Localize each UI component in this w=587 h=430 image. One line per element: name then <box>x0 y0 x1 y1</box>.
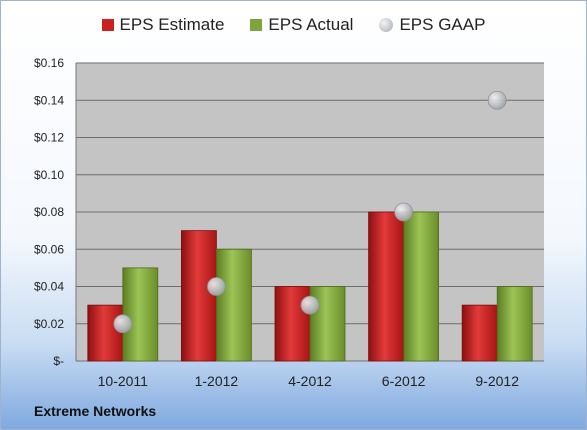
legend-swatch-actual <box>250 19 263 31</box>
legend-swatch-estimate <box>101 19 114 31</box>
legend: EPS Estimate EPS Actual EPS GAAP <box>1 15 586 35</box>
marker-eps-gaap <box>487 90 507 110</box>
marker-eps-gaap <box>206 277 226 296</box>
bar-eps-estimate <box>461 304 498 362</box>
legend-label-gaap: EPS GAAP <box>399 15 486 34</box>
x-tick-label: 9-2012 <box>475 373 519 389</box>
y-tick-label: $- <box>53 354 64 368</box>
y-tick-label: $0.12 <box>34 131 64 145</box>
bar-eps-estimate <box>87 304 124 362</box>
y-tick-label: $0.14 <box>34 93 64 107</box>
marker-eps-gaap <box>394 202 414 222</box>
legend-label-estimate: EPS Estimate <box>119 15 225 34</box>
y-tick-label: $0.16 <box>34 56 64 70</box>
bar-eps-actual <box>403 211 440 362</box>
bar-eps-actual <box>496 286 533 362</box>
y-tick-label: $0.10 <box>34 168 64 182</box>
x-tick-label: 4-2012 <box>288 373 332 389</box>
bar-eps-estimate <box>368 211 405 362</box>
legend-label-actual: EPS Actual <box>268 15 354 34</box>
y-tick-label: $0.06 <box>34 242 64 256</box>
y-tick-label: $0.02 <box>34 317 64 331</box>
bar-eps-actual <box>215 248 252 362</box>
bar-eps-actual <box>122 267 159 362</box>
bar-eps-estimate <box>180 230 217 362</box>
y-tick-label: $0.08 <box>34 205 64 219</box>
x-tick-label: 10-2011 <box>98 373 149 389</box>
company-name: Extreme Networks <box>34 403 157 419</box>
x-tick-label: 6-2012 <box>382 373 426 389</box>
x-tick-label: 1-2012 <box>195 373 239 389</box>
y-tick-label: $0.04 <box>34 280 64 294</box>
marker-eps-gaap <box>300 295 320 315</box>
legend-item-actual: EPS Actual <box>250 15 353 35</box>
marker-eps-gaap <box>113 314 133 334</box>
legend-swatch-gaap <box>379 18 394 32</box>
legend-item-gaap: EPS GAAP <box>379 15 485 35</box>
chart-svg: $- $0.02 $0.04 $0.06 $0.08 $0.10 $0.12 $0.14 $0.… <box>34 56 544 389</box>
legend-item-estimate: EPS Estimate <box>101 15 225 35</box>
